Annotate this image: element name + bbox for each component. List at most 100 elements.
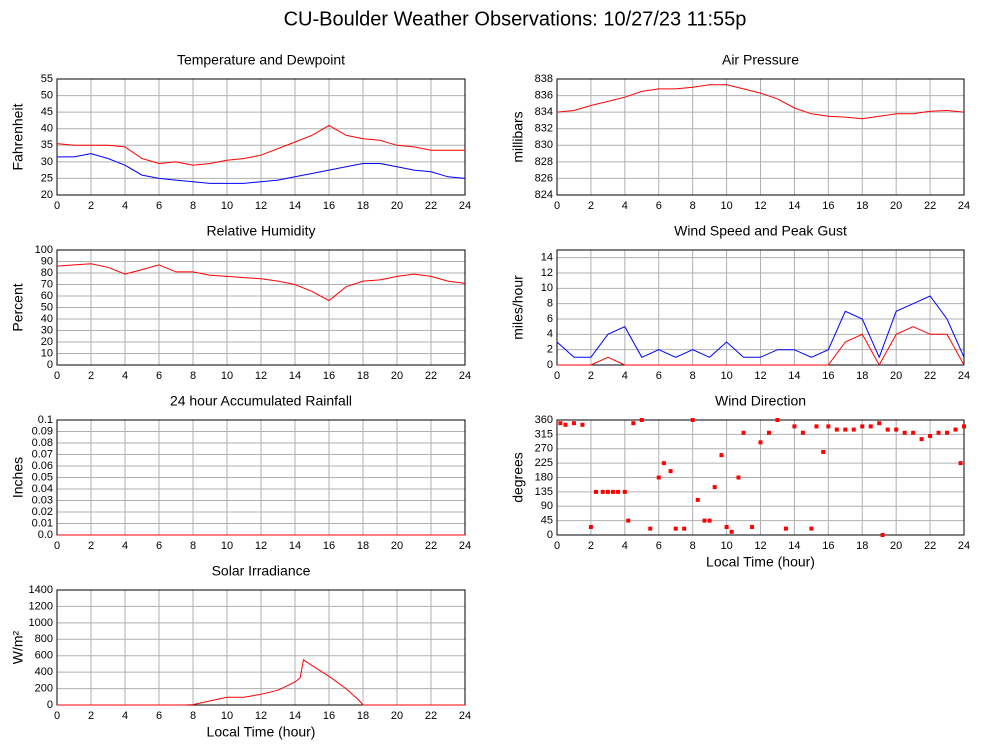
y-tick-label: 6 <box>547 313 553 325</box>
y-tick-label: 830 <box>535 139 553 151</box>
y-tick-label: 25 <box>41 172 53 184</box>
x-tick-label: 16 <box>323 200 335 212</box>
y-axis-label: miles/hour <box>510 275 526 340</box>
y-tick-label: 30 <box>41 156 53 168</box>
data-point <box>758 440 763 445</box>
data-point <box>600 489 605 494</box>
x-tick-label: 20 <box>890 200 902 212</box>
x-tick-label: 4 <box>622 200 628 212</box>
x-tick-label: 10 <box>720 370 732 382</box>
y-tick-label: 0.1 <box>38 414 53 426</box>
x-tick-label: 18 <box>856 370 868 382</box>
data-point <box>668 469 673 474</box>
data-point <box>750 525 755 530</box>
panel-title: Solar Irradiance <box>212 563 311 579</box>
x-tick-label: 2 <box>88 540 94 552</box>
y-tick-label: 40 <box>41 123 53 135</box>
x-tick-label: 18 <box>357 200 369 212</box>
data-point <box>962 424 966 429</box>
x-tick-label: 12 <box>255 370 267 382</box>
data-point <box>712 485 717 490</box>
x-tick-label: 4 <box>622 370 628 382</box>
data-point <box>928 433 933 438</box>
data-point <box>958 461 963 466</box>
y-tick-label: 30 <box>41 324 53 336</box>
y-tick-label: 0.01 <box>32 517 53 529</box>
y-axis-label: degrees <box>510 452 526 503</box>
x-tick-label: 2 <box>88 370 94 382</box>
x-tick-label: 8 <box>690 200 696 212</box>
y-tick-label: 600 <box>35 650 53 662</box>
x-tick-label: 2 <box>588 540 594 552</box>
data-point <box>877 421 882 426</box>
data-point <box>851 427 856 432</box>
y-tick-label: 0.04 <box>32 483 53 495</box>
x-tick-label: 0 <box>554 200 560 212</box>
y-tick-label: 20 <box>41 189 53 201</box>
x-tick-label: 16 <box>323 710 335 722</box>
y-tick-label: 50 <box>41 301 53 313</box>
y-tick-label: 2 <box>547 344 553 356</box>
x-tick-label: 18 <box>357 710 369 722</box>
y-tick-label: 0.08 <box>32 437 53 449</box>
y-axis-label: Inches <box>10 457 26 498</box>
x-tick-label: 10 <box>720 200 732 212</box>
x-tick-label: 10 <box>720 540 732 552</box>
y-tick-label: 14 <box>541 252 553 264</box>
data-line <box>556 84 965 120</box>
data-point <box>834 427 839 432</box>
x-tick-label: 2 <box>588 370 594 382</box>
x-tick-label: 8 <box>690 540 696 552</box>
x-tick-label: 24 <box>459 710 471 722</box>
x-tick-label: 4 <box>122 540 128 552</box>
y-tick-label: 10 <box>41 347 53 359</box>
x-tick-label: 0 <box>554 370 560 382</box>
x-tick-label: 20 <box>391 370 403 382</box>
x-tick-label: 14 <box>289 710 301 722</box>
x-tick-label: 20 <box>391 710 403 722</box>
y-tick-label: 0.05 <box>32 471 53 483</box>
y-tick-label: 270 <box>535 443 553 455</box>
y-tick-label: 1400 <box>29 584 53 596</box>
y-tick-label: 838 <box>535 73 553 85</box>
data-point <box>775 418 780 422</box>
x-tick-label: 0 <box>54 200 60 212</box>
data-point <box>563 422 568 427</box>
x-tick-label: 20 <box>890 370 902 382</box>
x-tick-label: 10 <box>221 710 233 722</box>
y-tick-label: 60 <box>41 290 53 302</box>
y-tick-label: 45 <box>41 106 53 118</box>
x-tick-label: 14 <box>788 370 800 382</box>
y-tick-label: 0 <box>47 359 53 371</box>
x-tick-label: 18 <box>357 540 369 552</box>
data-point <box>885 427 890 432</box>
x-tick-label: 12 <box>255 710 267 722</box>
y-tick-label: 836 <box>535 89 553 101</box>
data-point <box>605 489 610 494</box>
data-point <box>695 497 700 502</box>
y-tick-label: 10 <box>541 282 553 294</box>
y-tick-label: 20 <box>41 336 53 348</box>
x-tick-label: 4 <box>622 540 628 552</box>
y-tick-label: 360 <box>535 414 553 426</box>
data-point <box>868 424 873 429</box>
x-tick-label: 16 <box>323 540 335 552</box>
y-tick-label: 834 <box>535 106 553 118</box>
y-tick-label: 80 <box>41 267 53 279</box>
x-tick-label: 20 <box>890 540 902 552</box>
data-point <box>880 533 885 537</box>
y-tick-label: 824 <box>535 189 553 201</box>
data-point <box>826 424 831 429</box>
x-tick-label: 24 <box>958 370 970 382</box>
data-point <box>631 421 636 426</box>
data-point <box>792 424 797 429</box>
x-tick-label: 6 <box>656 200 662 212</box>
y-tick-label: 50 <box>41 89 53 101</box>
x-tick-label: 10 <box>221 200 233 212</box>
y-axis-label: W/m² <box>10 630 26 664</box>
x-tick-label: 8 <box>190 370 196 382</box>
y-tick-label: 0.02 <box>32 506 53 518</box>
data-point <box>648 526 653 531</box>
x-tick-label: 22 <box>924 370 936 382</box>
